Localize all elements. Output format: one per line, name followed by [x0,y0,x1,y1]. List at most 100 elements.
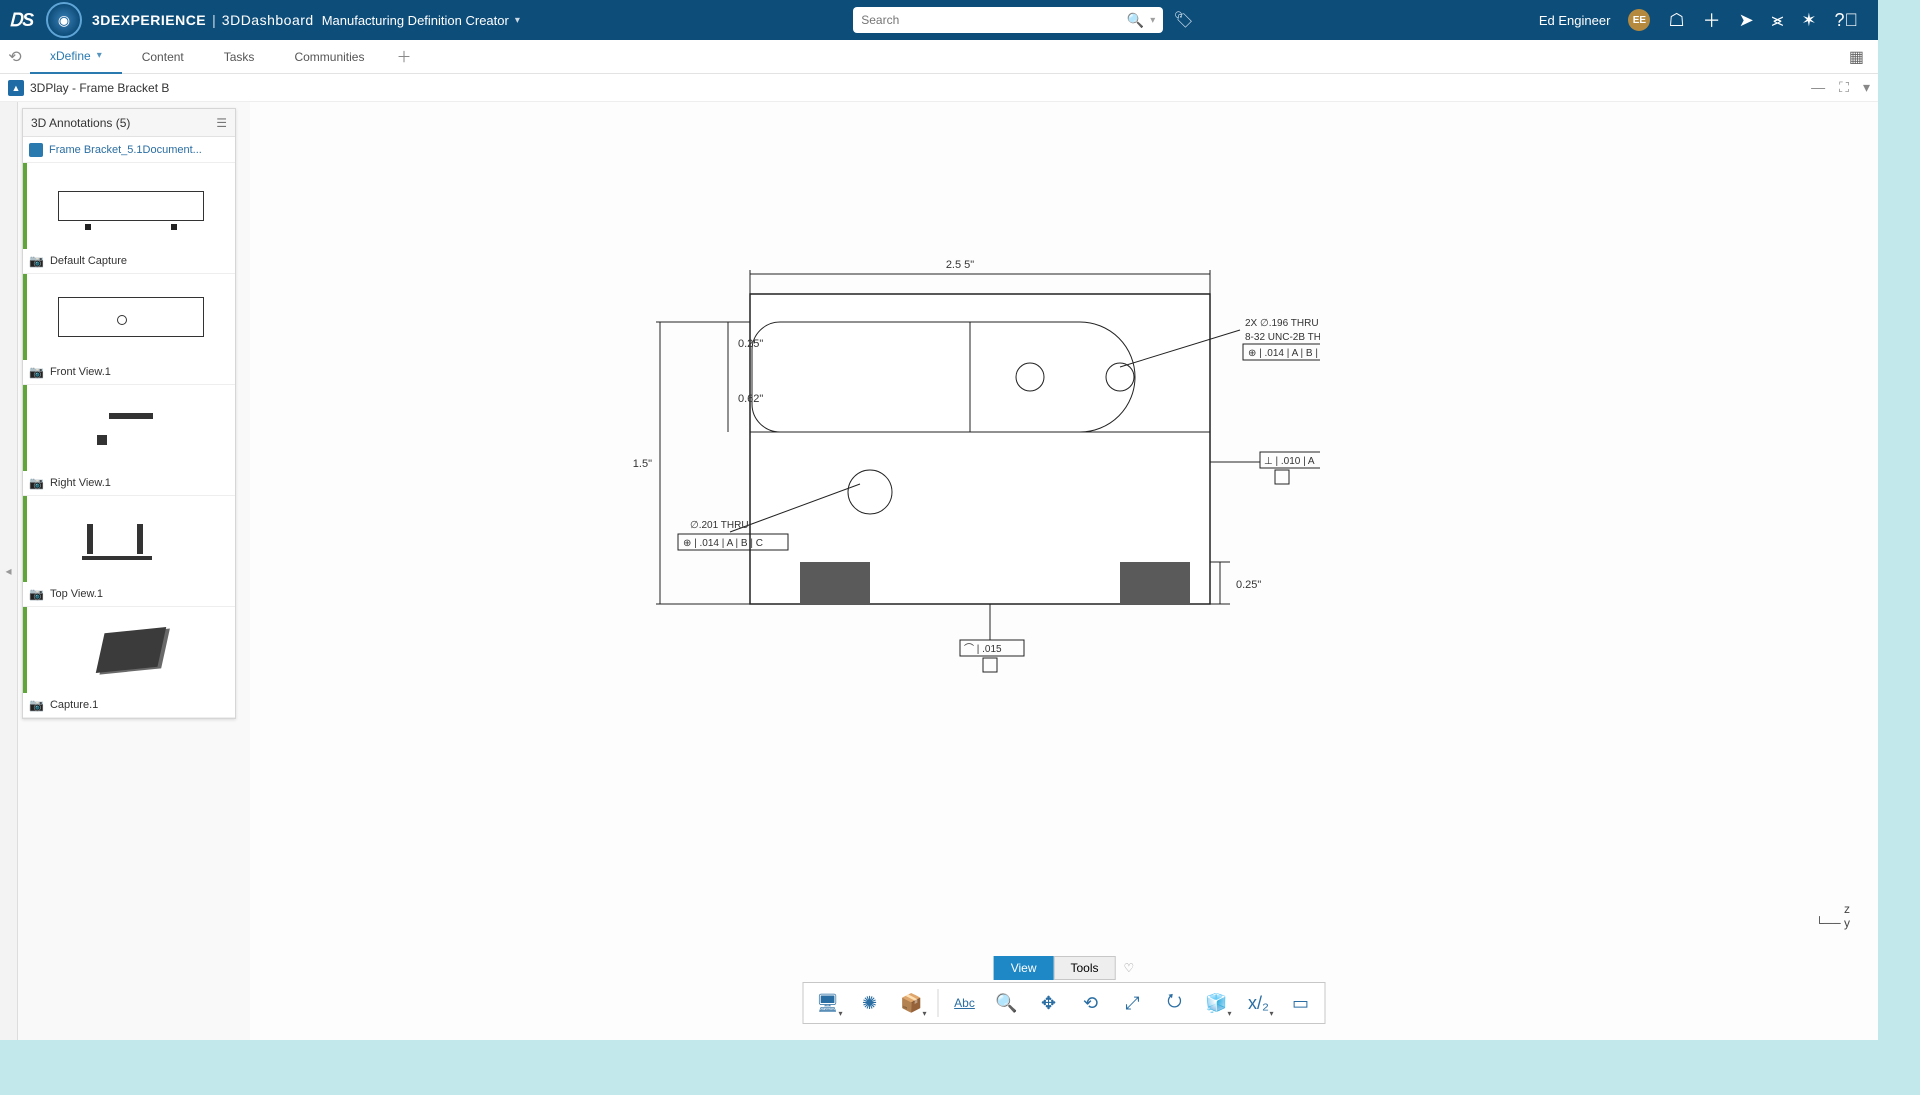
dim-top: 2.5 5" [946,259,974,271]
compass-button[interactable]: ◉ [46,2,82,38]
thumb-preview [23,163,235,249]
nav-tab-label: Content [142,50,184,64]
thumb-label: Capture.1 [50,699,98,711]
thumb-front-view[interactable]: 📷 Front View.1 [23,274,235,385]
thumb-label: Right View.1 [50,477,111,489]
callout-holes-1: 2X ∅.196 THRU [1245,318,1319,329]
part-icon [29,143,43,157]
thumb-label: Top View.1 [50,588,103,600]
thumb-preview [23,385,235,471]
panel-title: 3D Annotations (5) [31,116,130,130]
nav-tab-label: xDefine [50,49,91,63]
search-box[interactable]: 🔍 ▾ [853,7,1163,33]
chevron-down-icon: ▾ [515,15,520,26]
panel-file-node[interactable]: Frame Bracket_5.1Document... [23,137,235,163]
cmd-measure[interactable]: Abc [947,986,983,1020]
dashboard-nav: ⟲ xDefine ▾ Content Tasks Communities ＋ … [0,40,1878,74]
cmd-snapshot[interactable]: 📦 [894,986,930,1020]
thumb-preview [23,274,235,360]
search-scope-chevron-icon[interactable]: ▾ [1150,15,1155,26]
thumb-top-view[interactable]: 📷Top View.1 [23,496,235,607]
nav-tab-communities[interactable]: Communities [274,40,384,74]
thumb-label: Front View.1 [50,366,111,378]
right-fcf: ⊥ | .010 | A [1264,456,1315,467]
axis-indicator: z └── y [1815,902,1850,930]
thumb-default-capture[interactable]: 📷Default Capture [23,163,235,274]
cmd-rotate[interactable]: ⟲ [1073,986,1109,1020]
toolbar-tabs: View Tools ♡ [994,956,1135,980]
brand-3dexperience: 3DEXPERIENCE [92,12,206,28]
favorite-icon[interactable]: ♡ [1124,961,1135,975]
tab-label: View [1011,961,1037,975]
search-wrap: 🔍 ▾ 🏷 [853,7,1193,33]
thumb-capture-1[interactable]: 📷 Capture.1 [23,607,235,718]
document-title: 3DPlay - Frame Bracket B [30,81,169,95]
tab-tools[interactable]: Tools [1054,956,1116,980]
sidebar-collapse-handle[interactable]: ◂ [0,102,18,1040]
cmd-dim-toggle[interactable]: x/₂ [1241,986,1277,1020]
widget-menu-chevron-icon[interactable]: ▾ [1863,79,1870,96]
left-fcf: ⊕ | .014 | A | B | C [683,538,763,549]
bottom-fcf: ⌒ | .015 [964,643,1002,655]
panel-menu-icon[interactable]: ☰ [216,116,227,130]
cmd-zoom[interactable]: 🔍 [989,986,1025,1020]
separator [938,989,939,1017]
cmd-layout[interactable]: ▭ [1283,986,1319,1020]
callout-left-hole: ∅.201 THRU [690,520,749,531]
tag-icon[interactable]: 🏷 [1173,10,1193,30]
nav-add-tab-icon[interactable]: ＋ [384,46,423,67]
maximize-icon[interactable]: ⛶ [1839,79,1849,96]
brand-3ddashboard: 3DDashboard [222,12,314,28]
cmd-pan[interactable]: ✥ [1031,986,1067,1020]
user-name-label[interactable]: Ed Engineer [1539,13,1611,28]
document-header: ▲ 3DPlay - Frame Bracket B — ⛶ ▾ [0,74,1878,102]
widget-icon: ▲ [8,80,24,96]
command-bar: 🖥 ✺ 📦 Abc 🔍 ✥ ⟲ ⤢ ⭮ 🧊 x/₂ ▭ [803,982,1326,1024]
cmd-fit-all[interactable]: ⤢ [1115,986,1151,1020]
cmd-look-at[interactable]: ⭮ [1157,986,1193,1020]
dim-left-v1: 0.25" [738,338,763,350]
nav-tab-xdefine[interactable]: xDefine ▾ [30,40,122,74]
cmd-explode[interactable]: ✺ [852,986,888,1020]
header-actions: Ed Engineer EE ☖ ＋ ➤ ⪤ ✶ ?⃝ [1539,7,1870,33]
annotations-panel: 3D Annotations (5) ☰ Frame Bracket_5.1Do… [22,108,236,719]
nav-tab-label: Communities [294,50,364,64]
search-input[interactable] [861,13,1119,27]
add-icon[interactable]: ＋ [1703,7,1721,33]
dim-left-v2: 0.62" [738,393,763,405]
user-avatar[interactable]: EE [1628,9,1650,31]
app-name-label: Manufacturing Definition Creator [322,13,509,28]
help-icon[interactable]: ?⃝ [1834,10,1858,31]
dim-left-h: 1.5" [633,458,652,470]
search-icon[interactable]: 🔍 [1127,12,1144,29]
camera-icon: 📷 [29,254,44,268]
thumb-preview [23,607,235,693]
nav-tab-content[interactable]: Content [122,40,204,74]
notifications-icon[interactable]: ☖ [1668,10,1684,31]
nav-tab-label: Tasks [224,50,255,64]
brand-sep: | [212,12,216,28]
drawing-view: 2.5 5" 1.5" 0.25" 0.62" 0.25" [560,252,1320,682]
chevron-down-icon: ▾ [97,50,102,61]
camera-icon: 📷 [29,365,44,379]
thumb-preview [23,496,235,582]
3d-canvas[interactable]: 2.5 5" 1.5" 0.25" 0.62" 0.25" [250,102,1878,1040]
send-icon[interactable]: ➤ [1739,10,1754,31]
callout-holes-2: 8-32 UNC-2B THRU [1245,332,1320,343]
nav-tab-tasks[interactable]: Tasks [204,40,275,74]
tab-view[interactable]: View [994,956,1054,980]
minimize-icon[interactable]: — [1811,79,1825,96]
share-icon[interactable]: ⪤ [1772,10,1784,31]
tab-label: Tools [1071,961,1099,975]
app-selector[interactable]: Manufacturing Definition Creator ▾ [322,13,520,28]
apps-icon[interactable]: ✶ [1801,10,1816,31]
thumb-right-view[interactable]: 📷Right View.1 [23,385,235,496]
cmd-display-mode[interactable]: 🖥 [810,986,846,1020]
cmd-section[interactable]: 🧊 [1199,986,1235,1020]
nav-settings-icon[interactable]: ▦ [1849,47,1864,67]
nav-menu-icon[interactable]: ⟲ [0,47,30,67]
global-header: ᎠS ◉ 3DEXPERIENCE | 3DDashboard Manufact… [0,0,1878,40]
dim-right-step: 0.25" [1236,579,1261,591]
camera-icon: 📷 [29,698,44,712]
panel-file-label: Frame Bracket_5.1Document... [49,144,202,156]
